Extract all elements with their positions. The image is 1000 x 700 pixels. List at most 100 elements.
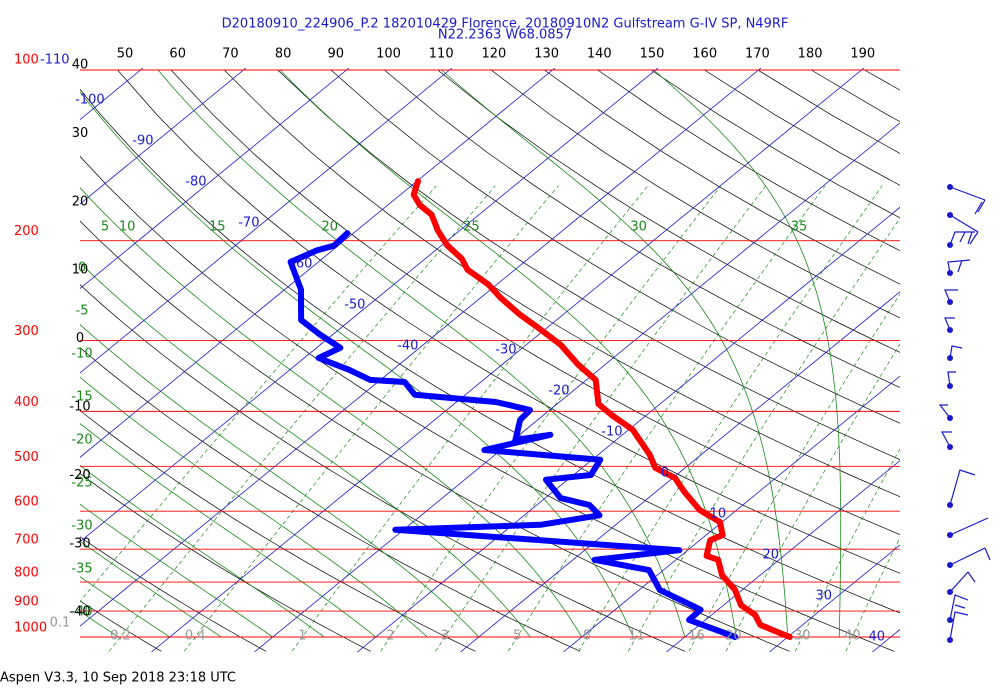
moist-adiabat	[80, 376, 428, 638]
moist-adiabat-label: -15	[71, 390, 92, 405]
mixing-ratio-label: 3	[441, 629, 449, 644]
wind-barb	[949, 594, 969, 621]
dry-adiabat	[170, 69, 900, 535]
pressure-label: 100	[14, 53, 39, 68]
moist-adiabat	[80, 187, 583, 638]
wind-barb	[941, 431, 952, 448]
wind-dot	[947, 532, 953, 538]
top-tick-label: 90	[328, 47, 345, 62]
wind-barbs	[938, 186, 991, 641]
dry-adiabat	[384, 69, 900, 388]
mixing-ratio-line	[435, 185, 767, 652]
top-tick-label: 100	[376, 47, 401, 62]
profile-trace	[287, 230, 739, 640]
mixing-ratio-label: 0.1	[50, 616, 71, 631]
height-label: 0	[76, 331, 84, 346]
mixing-ratio-line	[291, 185, 649, 652]
top-tick-label: 190	[850, 47, 875, 62]
isotherm	[357, 206, 900, 652]
labels: 0.10.2 0.4 1 2 3 5 8 11 16 20 30 405 10 15 20 25 30 350-5…	[14, 47, 885, 645]
wind-barb	[938, 404, 951, 419]
isotherm-label: -60	[291, 257, 312, 272]
wind-barb	[949, 231, 975, 246]
moist-adiabat	[80, 423, 377, 638]
top-tick-label: 160	[692, 47, 717, 62]
mixing-ratio-line	[688, 293, 900, 652]
height-label: 40	[72, 58, 89, 73]
wind-dot	[947, 444, 953, 450]
traces	[287, 178, 793, 640]
top-tick-label: 180	[798, 47, 823, 62]
top-tick-label: 50	[117, 47, 134, 62]
wind-barb	[944, 289, 958, 303]
dry-adiabat	[224, 69, 900, 498]
moist-adiabat-label: 15	[209, 220, 226, 235]
wind-barb	[949, 517, 989, 536]
isotherm-label: 20	[763, 548, 780, 563]
isotherm-label: 0	[661, 466, 669, 481]
moist-adiabat-label: -25	[71, 476, 92, 491]
isotherm-label: -70	[238, 216, 259, 231]
height-label: 10	[72, 263, 89, 278]
moist-adiabat	[80, 91, 634, 638]
moist-adiabat-label: 10	[119, 220, 136, 235]
isotherm	[80, 68, 453, 374]
mixing-ratio-label: 40	[844, 629, 861, 644]
wind-barb	[949, 186, 986, 215]
mixing-ratio-label: 20	[725, 629, 742, 644]
dry-adiabat	[330, 69, 900, 424]
moist-adiabat-label: 35	[791, 220, 808, 235]
mixing-ratio-label: 0.4	[185, 629, 206, 644]
top-tick-label: 170	[745, 47, 770, 62]
moist-adiabat-label: 5	[101, 220, 109, 235]
wind-dot	[947, 637, 953, 643]
mixing-ratio-line	[183, 185, 559, 652]
moist-adiabat-label: 0	[78, 261, 86, 276]
mixing-ratio-label: 16	[688, 629, 705, 644]
wind-dot	[947, 299, 953, 305]
pressure-label: 500	[14, 450, 39, 465]
wind-barb	[949, 611, 969, 641]
mixing-ratio-label: 11	[628, 629, 645, 644]
wind-dot	[947, 589, 953, 595]
top-tick-label: 140	[587, 47, 612, 62]
height-label: -30	[69, 536, 90, 551]
moist-adiabat	[653, 69, 842, 637]
height-label: 30	[72, 126, 89, 141]
top-tick-label: 70	[222, 47, 239, 62]
mixing-ratio-label: 2	[386, 629, 394, 644]
wind-dot	[947, 415, 953, 421]
moist-adiabat	[279, 69, 737, 638]
pressure-label: 200	[14, 224, 39, 239]
mixing-ratio-label: 5	[513, 629, 521, 644]
chart-subtitle: N22.2363 W68.0857	[438, 28, 572, 43]
mixing-ratio-line	[80, 185, 437, 602]
top-tick-label: 110	[429, 47, 454, 62]
moist-adiabat-label: -30	[71, 519, 92, 534]
moist-adiabat-label: -35	[71, 562, 92, 577]
moist-adiabat	[80, 540, 222, 638]
wind-barb	[949, 345, 963, 359]
wind-barb	[949, 547, 991, 566]
mixing-ratio-label: 8	[583, 629, 591, 644]
isotherm-label: 40	[869, 630, 886, 645]
chart-title: D20180910_224906_P.2 182010429 Florence,…	[222, 17, 789, 32]
isotherm-label: -40	[397, 339, 418, 354]
wind-dot	[947, 184, 953, 190]
isotherm-label: -30	[495, 343, 516, 358]
moist-adiabat	[80, 324, 480, 638]
pressure-label: 300	[14, 324, 39, 339]
top-tick-label: 130	[534, 47, 559, 62]
dry-adiabat	[437, 69, 900, 353]
moist-adiabat	[80, 503, 274, 638]
wind-dot	[947, 355, 953, 361]
isotherm	[666, 460, 900, 652]
dry-adiabat	[117, 69, 900, 574]
wind-barb	[947, 259, 971, 274]
isotherm-label: -20	[548, 384, 569, 399]
wind-dot	[947, 562, 953, 568]
moist-adiabat	[80, 576, 171, 638]
pressure-label: 700	[14, 533, 39, 548]
